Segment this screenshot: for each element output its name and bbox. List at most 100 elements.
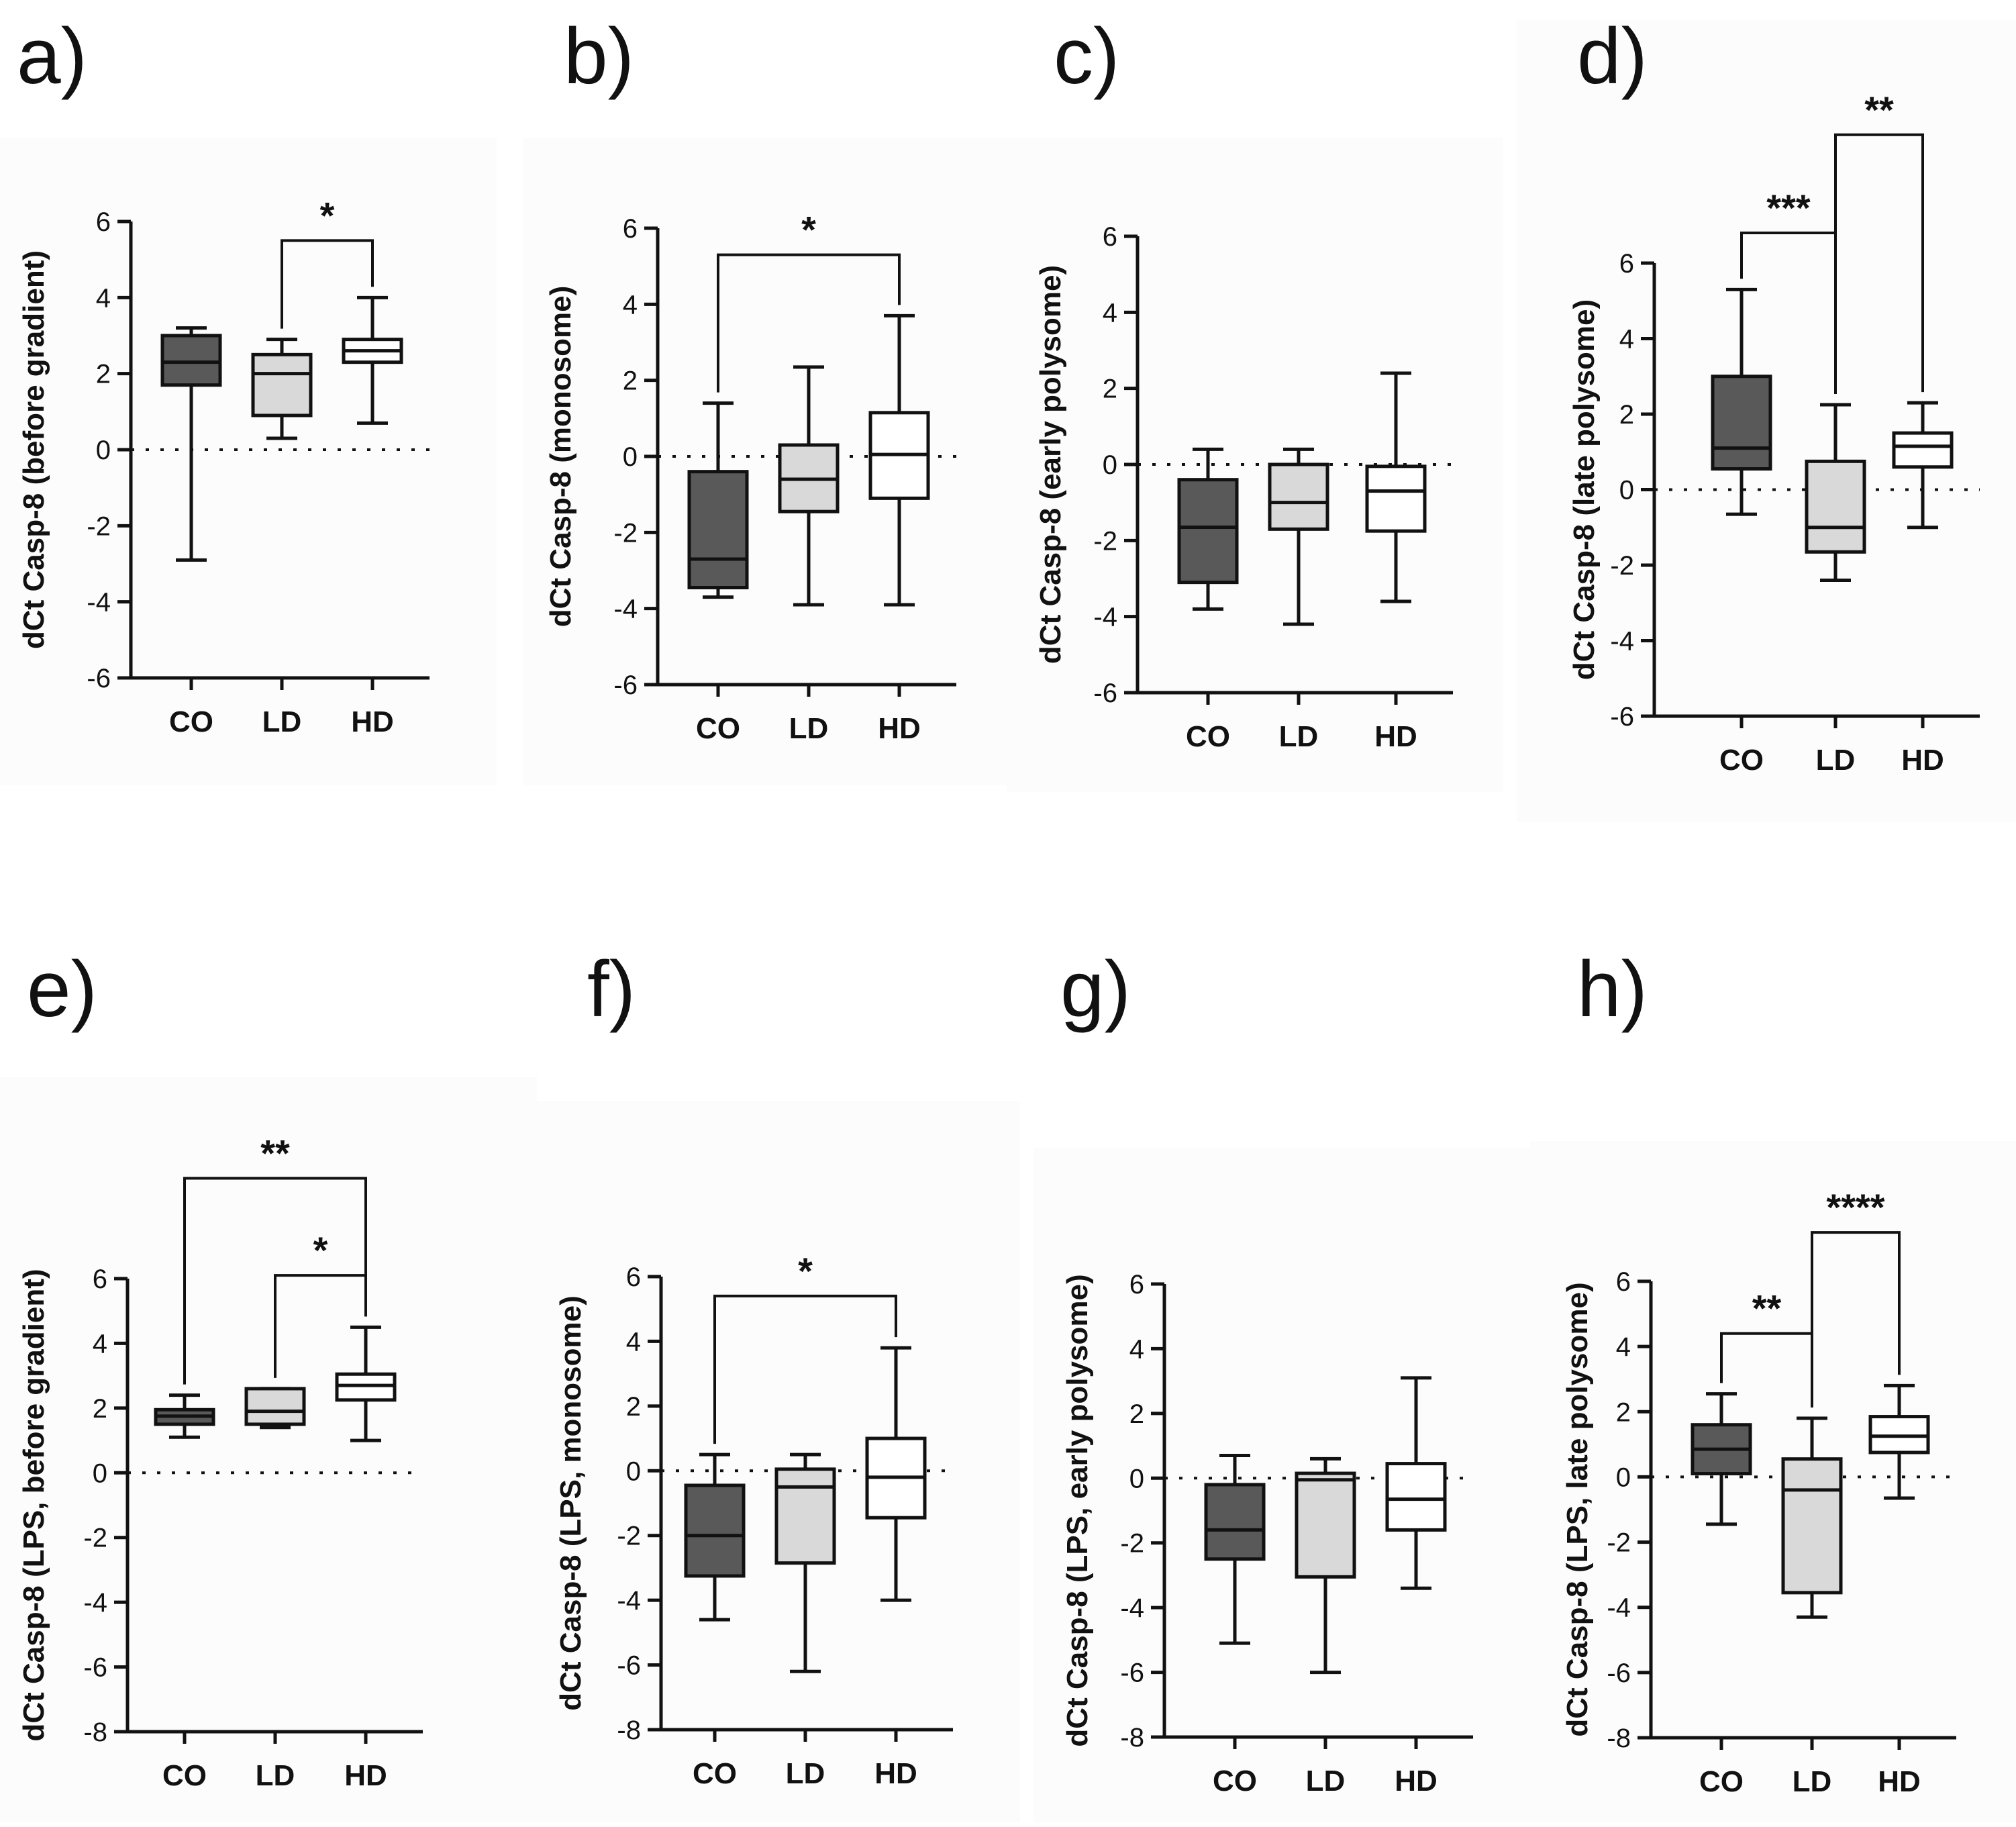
box-plot-g: 6 4 2 0 -2 -4 -6 -8 CO LD HD dCt Casp-8 (LPS, early…: [1061, 1270, 1473, 1797]
panel-g: g) 6 4 2 0 -2 -4 -6 -8 CO LD HD dCt Casp-8 (LPS, ea…: [1034, 926, 1530, 1827]
box-plot-a: 6 4 2 0 -2 -4 -6 CO LD HD dCt Casp-8 (before gradi…: [17, 194, 430, 738]
box-co: [1177, 478, 1239, 585]
significance-label: **: [1752, 1287, 1782, 1330]
x-category-label: CO: [169, 705, 213, 738]
x-category-label: HD: [344, 1759, 387, 1792]
box-ld: [251, 352, 313, 417]
y-axis-label: dCt Casp-8 (LPS, early polysome): [1061, 1274, 1094, 1746]
box-ld: [1781, 1457, 1843, 1595]
box-hd: [1892, 431, 1954, 469]
significance-label: *: [313, 1229, 328, 1271]
y-tick-label: -4: [1610, 627, 1634, 656]
box-co: [1204, 1483, 1266, 1561]
y-tick-label: 2: [626, 1392, 641, 1422]
box-co: [160, 334, 222, 387]
box-ld: [774, 1467, 836, 1565]
y-tick-label: 6: [93, 1265, 107, 1294]
significance-bracket: [713, 1294, 897, 1444]
x-category-label: HD: [1878, 1765, 1921, 1798]
box-plot-b: 6 4 2 0 -2 -4 -6 CO LD HD dCt Casp-8 (monosome) *: [544, 209, 956, 745]
y-tick-label: 6: [1129, 1270, 1144, 1299]
panel-f: f) 6 4 2 0 -2 -4 -6 -8 CO LD HD dCt Casp-8 (LPS, mo…: [537, 926, 1034, 1827]
y-tick-label: 4: [1619, 325, 1634, 354]
panel-background: [537, 1101, 1020, 1822]
y-tick-label: -6: [1093, 679, 1117, 708]
y-tick-label: -4: [1607, 1593, 1631, 1623]
y-tick-label: -8: [1607, 1724, 1631, 1753]
significance-bracket: [1834, 133, 1924, 394]
x-category-label: CO: [1186, 720, 1230, 753]
x-category-label: LD: [256, 1759, 295, 1792]
panel-letter: f): [587, 945, 636, 1034]
panel-e: e) 6 4 2 0 -2 -4 -6 -8 CO LD HD dCt Casp-8 (LPS, be…: [0, 926, 537, 1827]
box-ld: [244, 1387, 306, 1426]
y-tick-label: -6: [1120, 1659, 1144, 1688]
y-tick-label: -6: [1607, 1659, 1631, 1688]
y-axis-label: dCt Casp-8 (monosome): [544, 286, 577, 627]
y-tick-label: -4: [83, 1588, 107, 1618]
y-tick-label: -4: [617, 1586, 641, 1616]
y-tick-label: 2: [96, 360, 111, 389]
significance-bracket: [717, 253, 901, 393]
y-tick-label: 0: [1619, 476, 1634, 505]
significance-bracket: [1811, 1231, 1901, 1408]
significance-label: **: [1864, 89, 1894, 131]
box-ld: [1268, 462, 1329, 531]
x-category-label: CO: [696, 712, 740, 745]
significance-bracket: [281, 239, 374, 329]
y-tick-label: -2: [1607, 1528, 1631, 1558]
panel-b: b) 6 4 2 0 -2 -4 -6 CO LD HD dCt Casp-8 (monosome)…: [523, 0, 1034, 792]
y-tick-label: 6: [626, 1263, 641, 1292]
panel-letter: d): [1577, 12, 1648, 101]
box-hd: [1365, 464, 1427, 533]
significance-label: **: [260, 1132, 290, 1175]
x-category-label: CO: [1699, 1765, 1744, 1798]
y-tick-label: -6: [613, 671, 638, 700]
y-tick-label: 0: [1129, 1464, 1144, 1493]
x-category-label: CO: [693, 1757, 737, 1790]
panel-d: d) 6 4 2 0 -2 -4 -6 CO LD HD dCt Casp-8 (late poly…: [1517, 0, 2016, 832]
y-tick-label: -2: [1610, 551, 1634, 581]
x-category-label: CO: [162, 1759, 207, 1792]
y-tick-label: -6: [87, 664, 111, 693]
y-tick-label: 4: [1103, 298, 1117, 328]
y-tick-label: 0: [93, 1459, 107, 1488]
y-tick-label: -2: [83, 1524, 107, 1553]
y-tick-label: -6: [1610, 702, 1634, 732]
box-hd: [1385, 1462, 1447, 1532]
y-tick-label: 2: [1619, 400, 1634, 430]
y-axis-label: dCt Casp-8 (before gradient): [17, 250, 50, 649]
y-tick-label: 0: [1616, 1463, 1631, 1492]
box-plot-h: 6 4 2 0 -2 -4 -6 -8 CO LD HD dCt Casp-8 (LPS, late …: [1561, 1186, 1956, 1798]
x-category-label: CO: [1719, 744, 1764, 777]
box-ld: [1295, 1471, 1356, 1579]
box-co: [1711, 375, 1772, 471]
y-tick-label: -2: [1120, 1529, 1144, 1559]
panel-background: [1530, 1141, 2016, 1822]
x-category-label: LD: [1816, 744, 1856, 777]
y-tick-label: 6: [623, 214, 638, 244]
y-tick-label: 6: [1616, 1267, 1631, 1297]
x-category-label: LD: [1279, 720, 1319, 753]
y-tick-label: -2: [1093, 526, 1117, 556]
y-tick-label: 2: [1129, 1399, 1144, 1429]
box-co: [684, 1483, 746, 1578]
y-tick-label: -4: [1093, 603, 1117, 632]
significance-label: ***: [1766, 187, 1811, 229]
significance-bracket: [183, 1177, 367, 1385]
y-axis-label: dCt Casp-8 (LPS, before gradient): [17, 1269, 50, 1741]
significance-bracket: [1740, 232, 1837, 394]
panel-letter: a): [17, 12, 87, 101]
y-tick-label: 2: [1616, 1397, 1631, 1427]
y-axis-label: dCt Casp-8 (late polysome): [1568, 299, 1601, 680]
y-tick-label: 6: [96, 207, 111, 237]
panel-letter: h): [1577, 945, 1648, 1034]
panel-letter: g): [1060, 945, 1131, 1034]
y-tick-label: 4: [93, 1329, 107, 1359]
y-tick-label: -6: [617, 1651, 641, 1681]
significance-label: *: [320, 194, 335, 236]
panel-letter: c): [1054, 12, 1120, 101]
y-axis-label: dCt Casp-8 (LPS, late polysome): [1561, 1282, 1594, 1736]
panel-letter: e): [27, 945, 97, 1034]
y-tick-label: 0: [1103, 450, 1117, 480]
